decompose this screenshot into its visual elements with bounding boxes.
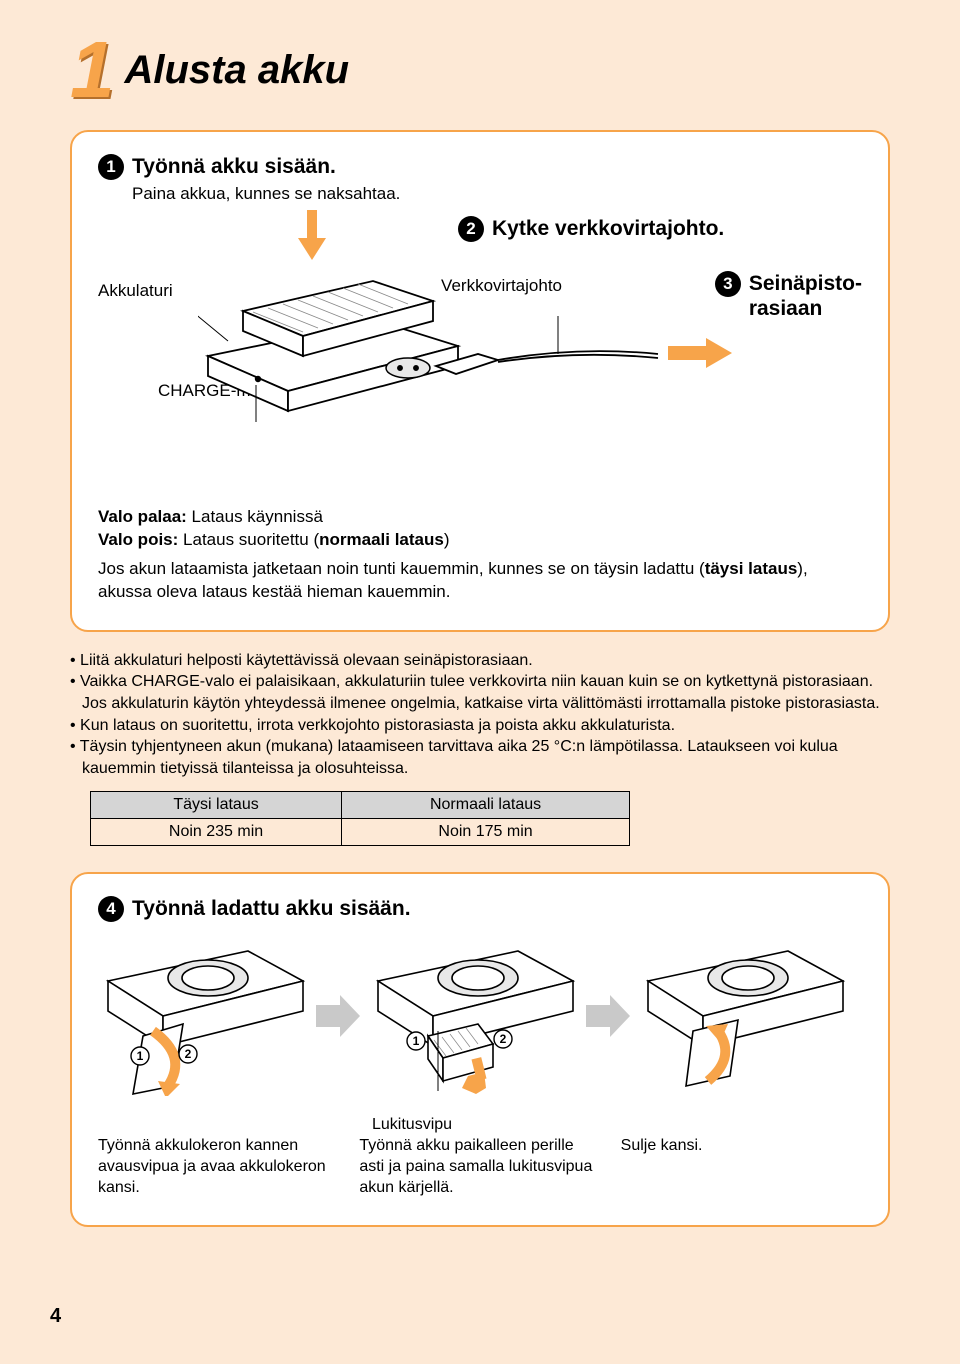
lock-lever-label-row: Lukitusvipu [98,1116,862,1136]
table-header: Täysi lataus [91,792,342,819]
note-item: Kun lataus on suoritettu, irrota verkkoj… [70,715,890,737]
light-off-line: Valo pois: Lataus suoritettu (normaali l… [98,529,862,552]
light-off-text: Lataus suoritettu ( [183,530,319,549]
light-on-text: Lataus käynnissä [192,507,323,526]
label-charger: Akkulaturi [98,281,173,301]
substep-3-line1: Seinäpisto- [749,272,862,295]
svg-text:2: 2 [185,1047,192,1061]
step-header: 1 Alusta akku [70,30,890,110]
light-on-line: Valo palaa: Lataus käynnissä [98,506,862,529]
step-number: 1 [70,30,115,110]
para-bold: täysi lataus [705,559,798,578]
table-header: Normaali lataus [342,792,630,819]
svg-text:1: 1 [137,1049,144,1063]
camera-illustration-2: 1 2 [368,936,578,1096]
caption-1: Työnnä akkulokeron kannen avausvipua ja … [98,1136,339,1198]
camera-illustration-1: 1 2 [98,936,308,1096]
para-before: Jos akun lataamista jatketaan noin tunti… [98,559,705,578]
light-off-bold: normaali lataus [319,530,444,549]
table-cell: Noin 175 min [342,819,630,846]
caption-3: Sulje kansi. [621,1136,862,1198]
note-item: Liitä akkulaturi helposti käytettävissä … [70,650,890,672]
caption-2: Työnnä akku paikalleen perille asti ja p… [359,1136,600,1198]
svg-text:1: 1 [413,1034,420,1048]
light-on-prefix: Valo palaa: [98,507,192,526]
svg-text:2: 2 [500,1032,507,1046]
sequence-arrow-icon [586,991,630,1041]
substep-1-badge: 1 [98,154,124,180]
manual-page: 1 Alusta akku 1 Työnnä akku sisään. Pain… [0,0,960,1285]
notes-list: Liitä akkulaturi helposti käytettävissä … [70,650,890,780]
camera-illustration-3 [638,936,848,1096]
full-charge-para: Jos akun lataamista jatketaan noin tunti… [98,558,862,604]
substep-3-title: Seinäpisto- rasiaan [749,271,862,321]
table-cell: Noin 235 min [91,819,342,846]
sequence-arrow-icon [316,991,360,1041]
note-item: Täysin tyhjentyneen akun (mukana) lataam… [70,736,890,779]
substep-4-row: 4 Työnnä ladattu akku sisään. [98,896,862,922]
label-lock-lever: Lukitusvipu [372,1116,452,1134]
charge-time-table: Täysi lataus Normaali lataus Noin 235 mi… [90,791,630,846]
table-row: Noin 235 min Noin 175 min [91,819,630,846]
charger-diagram: 2 Kytke verkkovirtajohto. 3 Seinäpisto- … [98,216,862,496]
note-item: Vaikka CHARGE-valo ei palaisikaan, akkul… [70,671,890,714]
substep-1-row: 1 Työnnä akku sisään. [98,154,862,180]
light-off-prefix: Valo pois: [98,530,183,549]
step-title: Alusta akku [125,48,350,93]
light-off-after: ) [444,530,450,549]
caption-row: Työnnä akkulokeron kannen avausvipua ja … [98,1136,862,1198]
page-number: 4 [50,1305,61,1328]
box-charge-battery: 1 Työnnä akku sisään. Paina akkua, kunne… [70,130,890,632]
substep-4-badge: 4 [98,896,124,922]
substep-1-title: Työnnä akku sisään. [132,155,336,179]
charger-illustration [198,226,758,446]
substep-1-desc: Paina akkua, kunnes se naksahtaa. [132,184,862,204]
table-header-row: Täysi lataus Normaali lataus [91,792,630,819]
box-insert-battery: 4 Työnnä ladattu akku sisään. [70,872,890,1226]
substep-3-line2: rasiaan [749,297,823,320]
camera-sequence: 1 2 [98,936,862,1096]
substep-4-title: Työnnä ladattu akku sisään. [132,897,411,921]
